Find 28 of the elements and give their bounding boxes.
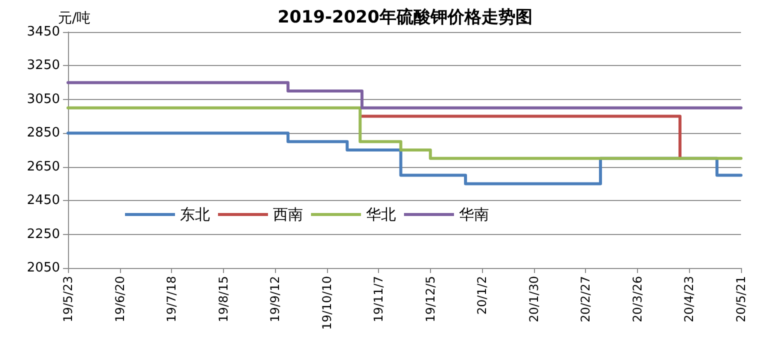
x-tick-label: 20/3/26 xyxy=(630,276,644,322)
x-tick-label: 20/4/23 xyxy=(682,276,696,322)
x-tick-label: 19/5/23 xyxy=(61,276,75,322)
y-axis-title: 元/吨 xyxy=(58,10,91,27)
chart-title: 2019-2020年硫酸钾价格走势图 xyxy=(278,8,532,28)
x-tick-label: 19/7/18 xyxy=(164,276,179,322)
x-tick-label: 19/10/10 xyxy=(320,276,334,330)
x-tick-label: 19/8/15 xyxy=(216,276,230,322)
x-tick-label: 20/5/21 xyxy=(734,276,748,322)
legend-label: 华北 xyxy=(366,206,396,224)
x-tick-label: 19/12/5 xyxy=(423,276,438,322)
y-tick-label: 3250 xyxy=(26,58,60,74)
y-tick-label: 2450 xyxy=(26,193,60,208)
x-tick-label: 19/11/7 xyxy=(372,276,386,322)
x-tick-label: 19/6/20 xyxy=(112,276,127,322)
y-tick-label: 2650 xyxy=(26,159,60,174)
legend-label: 西南 xyxy=(273,206,303,224)
y-tick-label: 2050 xyxy=(26,260,60,276)
y-tick-label: 3050 xyxy=(26,92,60,107)
y-tick-label: 3450 xyxy=(26,24,60,40)
y-tick-label: 2250 xyxy=(26,226,60,242)
y-tick-label: 2850 xyxy=(26,126,60,141)
legend-label: 华南 xyxy=(459,206,489,224)
x-tick-label: 20/1/2 xyxy=(475,276,490,315)
x-tick-label: 20/1/30 xyxy=(526,276,541,322)
legend-label: 东北 xyxy=(180,206,210,224)
x-tick-label: 19/9/12 xyxy=(268,276,282,322)
x-tick-label: 20/2/27 xyxy=(578,276,593,322)
